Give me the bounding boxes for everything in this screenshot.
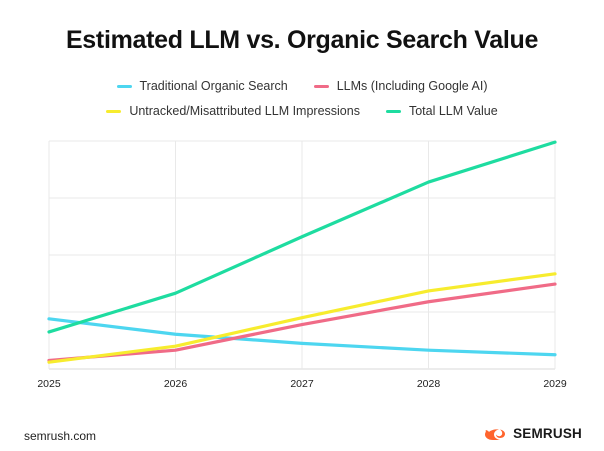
- legend-swatch: [385, 109, 401, 113]
- source-label: semrush.com: [24, 429, 97, 443]
- legend-row-2: Untracked/Misattributed LLM Impressions …: [0, 104, 604, 118]
- brand-name: SEMRUSH: [513, 426, 582, 441]
- legend-item-traditional-organic-search: Traditional Organic Search: [116, 79, 288, 93]
- legend-label: Total LLM Value: [408, 104, 498, 118]
- legend-item-untracked-llm-impressions: Untracked/Misattributed LLM Impressions: [106, 104, 360, 118]
- legend-label: LLMs (Including Google AI): [336, 79, 488, 93]
- legend-label: Traditional Organic Search: [139, 79, 288, 93]
- x-tick-label: 2027: [290, 378, 314, 390]
- legend-swatch: [116, 84, 132, 88]
- x-tick-label: 2025: [37, 378, 61, 390]
- semrush-flame-icon: [485, 428, 506, 440]
- brand-logo: SEMRUSH: [484, 426, 582, 441]
- legend-swatch: [313, 84, 329, 88]
- x-tick-label: 2029: [543, 378, 567, 390]
- legend-item-llms: LLMs (Including Google AI): [313, 79, 488, 93]
- x-tick-label: 2026: [164, 378, 188, 390]
- chart-title: Estimated LLM vs. Organic Search Value: [65, 26, 539, 54]
- legend-item-total-llm-value: Total LLM Value: [385, 104, 498, 118]
- series-line-2: [47, 272, 557, 364]
- legend-row-1: Traditional Organic Search LLMs (Includi…: [0, 79, 604, 93]
- legend-swatch: [106, 109, 122, 113]
- legend-label: Untracked/Misattributed LLM Impressions: [129, 104, 360, 118]
- series-line-3: [47, 140, 557, 334]
- series-line-1: [47, 282, 557, 363]
- x-tick-label: 2028: [417, 378, 441, 390]
- series-line-0: [47, 317, 557, 357]
